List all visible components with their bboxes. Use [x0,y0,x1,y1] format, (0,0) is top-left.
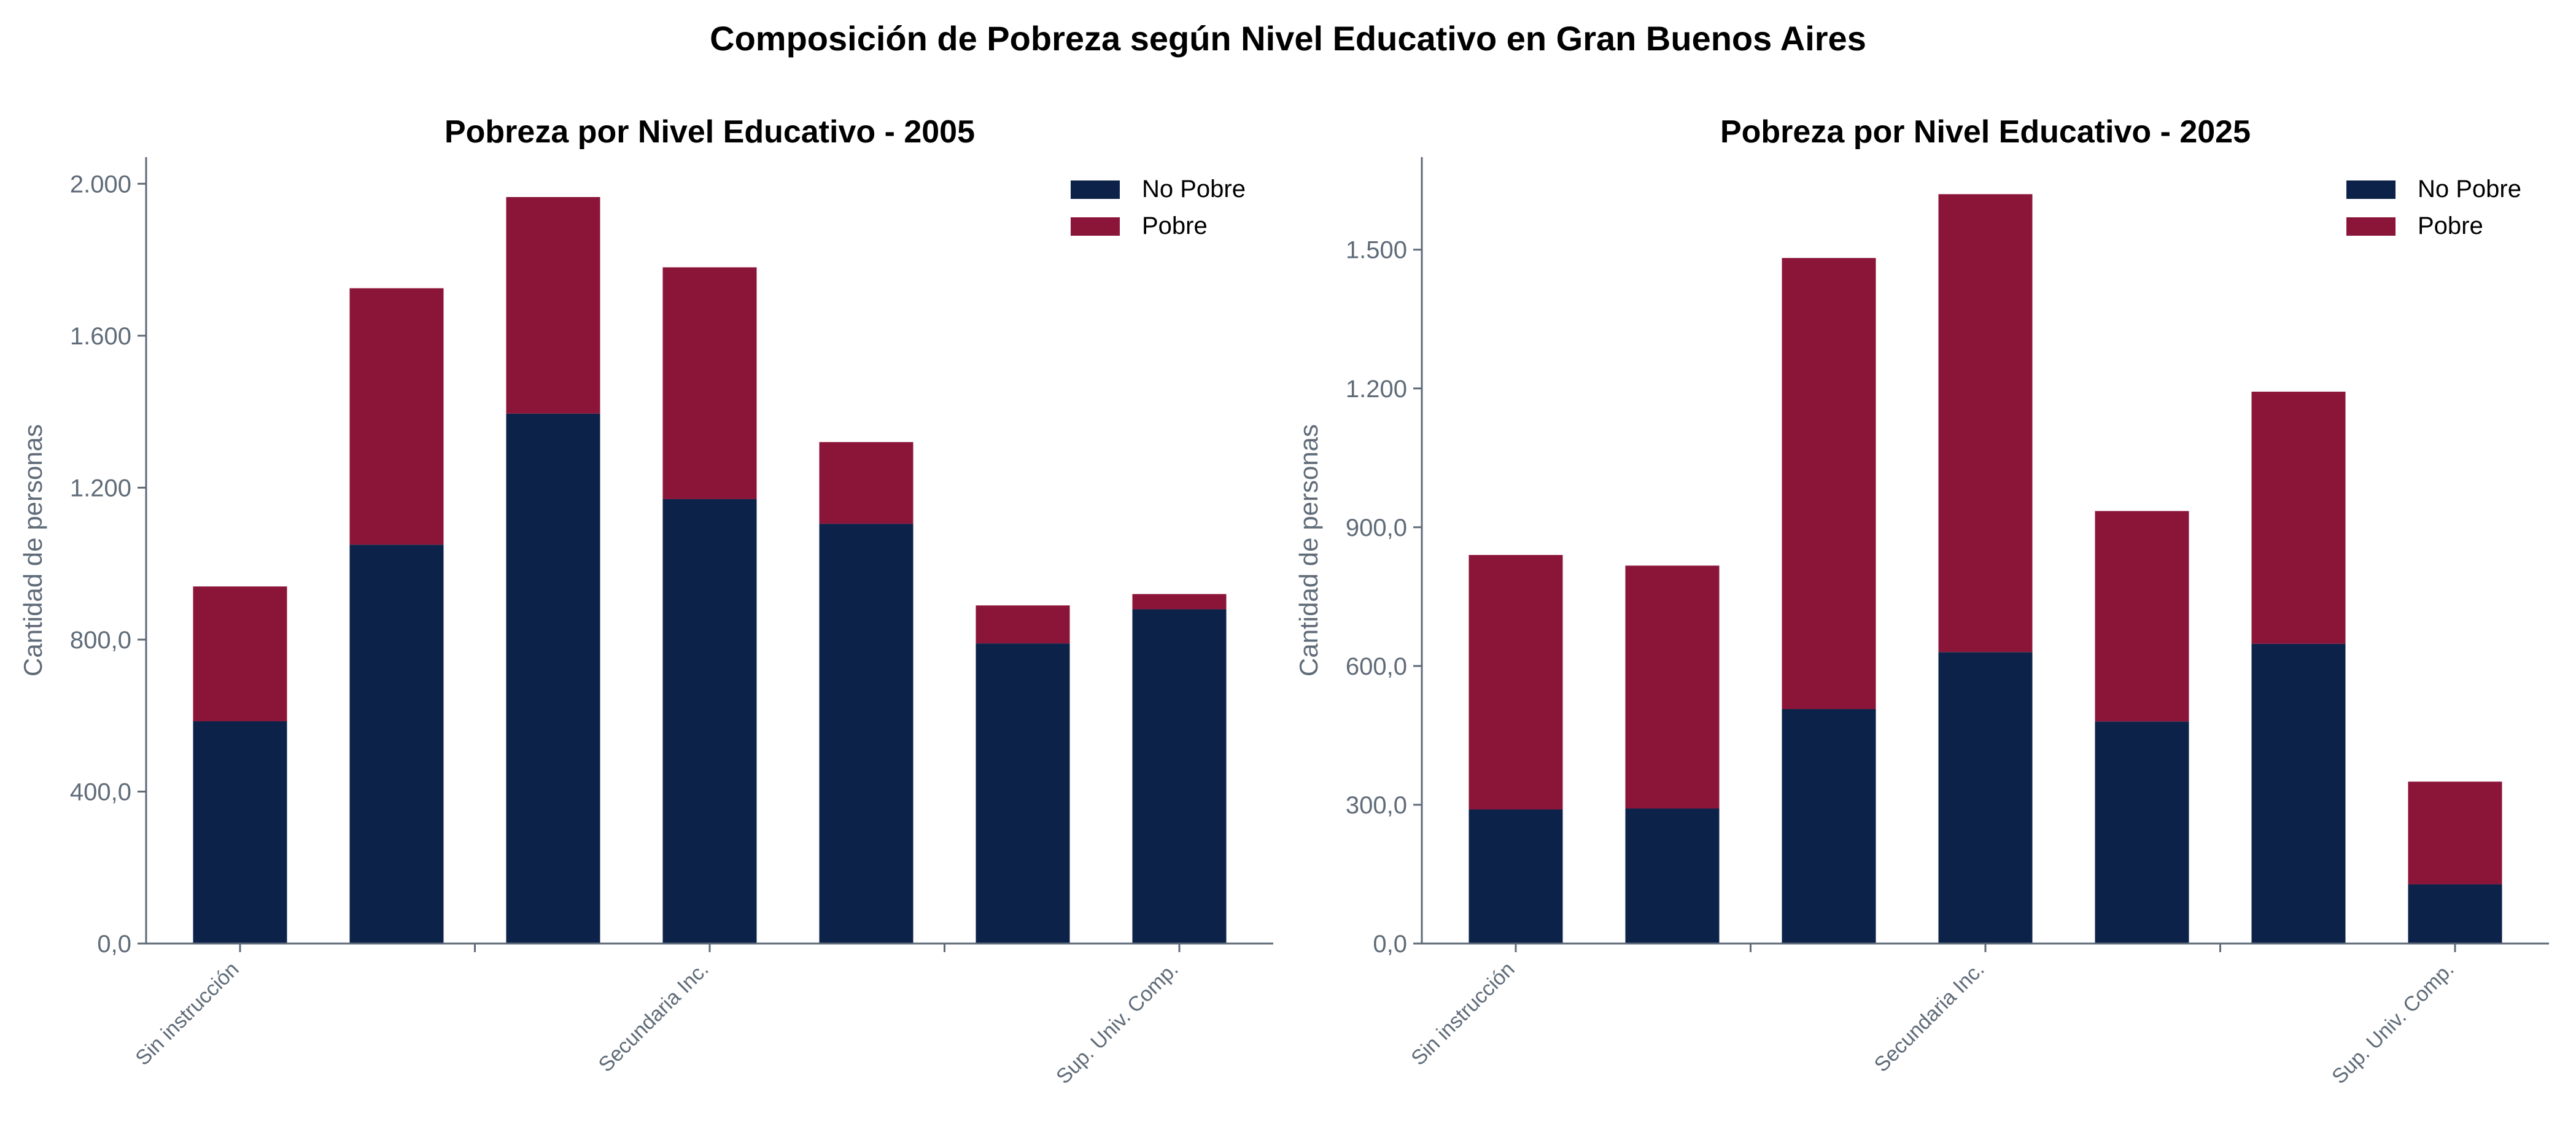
bar-no-pobre-4 [1938,652,2033,944]
bar-no-pobre-1 [1468,809,1563,944]
bar-pobre-3 [506,196,600,414]
legend-swatch-no-pobre [1071,180,1120,199]
figure-title: Composición de Pobreza según Nivel Educa… [710,19,1866,58]
bar-no-pobre-1 [193,721,287,944]
bar-pobre-1 [1468,555,1563,810]
y-tick-label: 2.000 [70,171,131,198]
bar-pobre-3 [1782,258,1876,709]
bar-no-pobre-6 [2251,643,2346,944]
legend-swatch-pobre [1071,217,1120,236]
bar-pobre-6 [2251,392,2346,644]
y-axis-label: Cantidad de personas [18,424,47,676]
chart-panel-1: 0,0 400,0 800,0 1.200 1.600 2.000 Sin instrucc… [18,114,1273,1088]
x-tick-label: Sup. Univ. Comp. [2327,958,2458,1088]
x-tick-label: Sin instrucción [131,958,243,1070]
y-tick-label: 0,0 [97,931,131,958]
panel-title: Pobreza por Nivel Educativo - 2025 [1720,114,2251,150]
bar-pobre-7 [1132,594,1227,610]
y-tick-label: 900,0 [1346,514,1407,541]
y-tick-label: 1.600 [70,323,131,350]
bar-no-pobre-6 [976,643,1070,944]
x-tick-label: Sup. Univ. Comp. [1052,958,1182,1088]
bar-no-pobre-4 [662,498,757,944]
y-tick-label: 0,0 [1373,931,1407,958]
chart-panel-2: 0,0 300,0 600,0 900,0 1.200 1.500 Sin instrucc… [1294,114,2549,1088]
legend-label-pobre: Pobre [1142,212,1208,239]
bar-pobre-2 [1625,565,1720,808]
y-tick-label: 800,0 [70,627,131,654]
bar-pobre-2 [349,288,444,545]
y-tick-label: 300,0 [1346,792,1407,819]
bar-pobre-4 [662,267,757,499]
bar-pobre-7 [2408,781,2502,885]
legend: No Pobre Pobre [2346,176,2521,239]
bar-no-pobre-7 [2408,884,2502,944]
y-tick-label: 1.500 [1346,237,1407,264]
y-tick-label: 400,0 [70,778,131,805]
y-tick-label: 600,0 [1346,653,1407,680]
y-tick-label: 1.200 [1346,376,1407,403]
legend-label-no-pobre: No Pobre [2418,176,2521,203]
bar-pobre-1 [193,586,287,721]
bar-no-pobre-5 [819,524,914,944]
bar-pobre-5 [819,442,914,524]
panel-title: Pobreza por Nivel Educativo - 2005 [444,114,975,150]
x-tick-label: Secundaria Inc. [594,958,713,1077]
y-axis-label: Cantidad de personas [1294,424,1323,676]
bar-no-pobre-2 [1625,808,1720,944]
bar-no-pobre-3 [506,413,600,944]
legend-label-pobre: Pobre [2418,212,2483,239]
bar-no-pobre-7 [1132,609,1227,944]
legend: No Pobre Pobre [1071,176,1246,239]
legend-label-no-pobre: No Pobre [1142,176,1246,203]
x-tick-label: Sin instrucción [1406,958,1519,1070]
bar-pobre-4 [1938,194,2033,653]
legend-swatch-no-pobre [2346,180,2396,199]
legend-swatch-pobre [2346,217,2396,236]
x-tick-label: Secundaria Inc. [1870,958,1989,1077]
bar-no-pobre-2 [349,545,444,944]
y-tick-label: 1.200 [70,475,131,502]
bar-no-pobre-3 [1782,708,1876,944]
bar-pobre-5 [2095,511,2189,722]
bar-no-pobre-5 [2095,721,2189,944]
bar-pobre-6 [976,605,1070,644]
